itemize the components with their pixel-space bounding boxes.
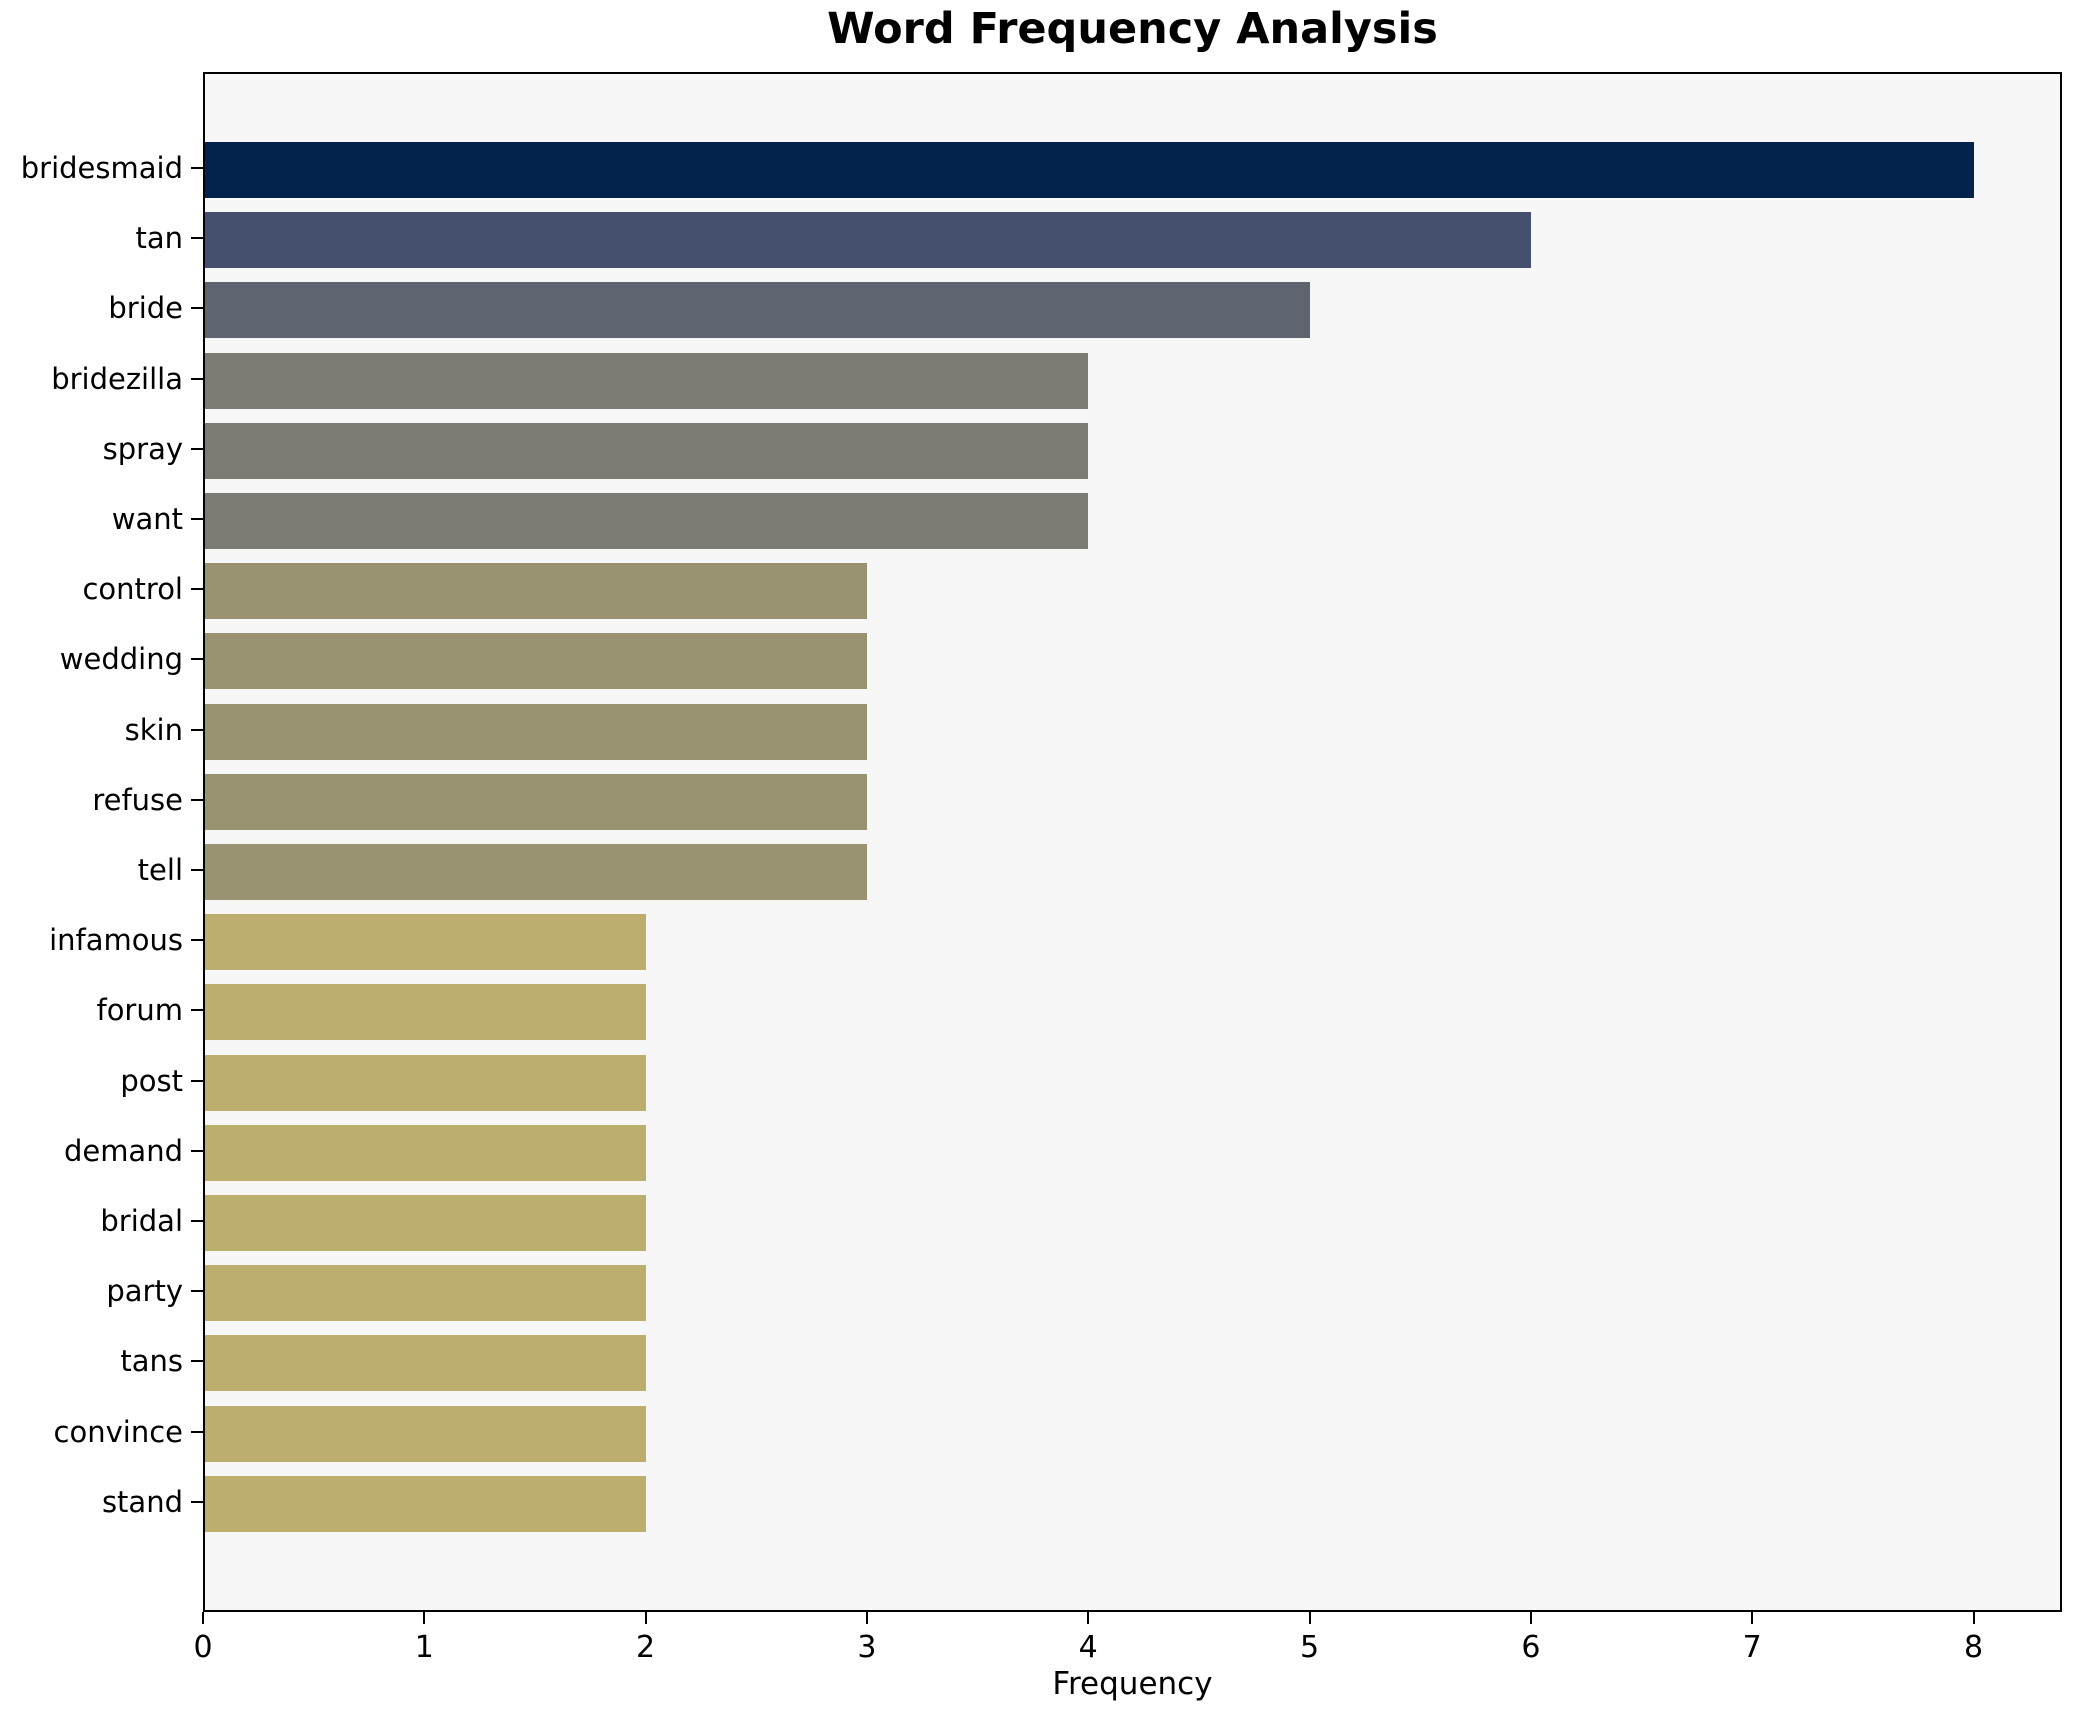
y-tick-mark [191, 518, 203, 520]
y-tick-mark [191, 1079, 203, 1082]
y-tick-mark [191, 1360, 203, 1363]
y-tick-label-bride: bride [108, 291, 183, 326]
x-tick-mark [423, 1612, 426, 1624]
y-tick-label-skin: skin [124, 712, 183, 747]
x-tick-label-3: 3 [857, 1630, 877, 1665]
y-tick-mark [191, 1220, 203, 1222]
y-tick-label-tans: tans [120, 1344, 183, 1379]
x-tick-mark [644, 1612, 647, 1624]
y-tick-mark [191, 237, 203, 240]
y-tick-label-bridesmaid: bridesmaid [20, 151, 183, 185]
y-tick-label-refuse: refuse [92, 782, 183, 817]
bar-post [205, 1054, 646, 1111]
bar-spray [205, 422, 1089, 479]
y-tick-mark [191, 167, 203, 169]
y-tick-mark [191, 1009, 203, 1012]
bar-tan [205, 212, 1531, 269]
y-tick-label-control: control [82, 572, 183, 607]
y-tick-mark [191, 1430, 203, 1433]
y-tick-mark [191, 798, 203, 801]
bar-tans [205, 1335, 646, 1392]
x-tick-label-4: 4 [1078, 1630, 1098, 1665]
y-tick-mark [191, 447, 203, 450]
y-tick-label-convince: convince [53, 1414, 183, 1449]
x-tick-mark [1751, 1612, 1754, 1624]
bar-convince [205, 1405, 646, 1462]
chart-title: Word Frequency Analysis [827, 4, 1438, 54]
bar-skin [205, 703, 867, 760]
y-tick-label-tan: tan [135, 221, 183, 256]
x-axis-label: Frequency [1052, 1666, 1213, 1702]
bar-tell [205, 844, 867, 900]
y-tick-mark [191, 658, 203, 661]
x-tick-label-6: 6 [1521, 1630, 1541, 1665]
y-tick-label-party: party [106, 1274, 183, 1309]
x-tick-mark [1972, 1612, 1975, 1624]
y-tick-label-post: post [120, 1063, 183, 1098]
y-tick-mark [191, 588, 203, 591]
x-tick-mark [202, 1612, 204, 1624]
bar-forum [205, 984, 646, 1041]
y-tick-mark [191, 1500, 203, 1503]
bar-bridal [205, 1195, 646, 1251]
x-tick-mark [1308, 1612, 1311, 1624]
y-tick-label-tell: tell [137, 853, 183, 887]
x-tick-label-8: 8 [1963, 1630, 1984, 1665]
y-tick-label-demand: demand [63, 1133, 183, 1168]
bar-party [205, 1265, 646, 1322]
bar-stand [205, 1475, 646, 1532]
x-tick-mark [1529, 1612, 1532, 1624]
x-tick-label-1: 1 [414, 1630, 434, 1665]
y-tick-mark [191, 939, 203, 942]
y-tick-label-bridezilla: bridezilla [51, 361, 183, 396]
bar-infamous [205, 914, 646, 971]
y-tick-label-bridal: bridal [100, 1204, 183, 1238]
y-tick-mark [191, 307, 203, 310]
y-tick-label-want: want [111, 502, 183, 536]
y-tick-mark [191, 377, 203, 380]
y-tick-label-forum: forum [96, 993, 183, 1028]
y-tick-mark [191, 1149, 203, 1152]
bar-want [205, 493, 1089, 549]
y-tick-label-spray: spray [102, 431, 183, 466]
plot-area [203, 72, 2062, 1612]
x-tick-label-0: 0 [193, 1630, 213, 1665]
x-tick-label-7: 7 [1742, 1630, 1762, 1665]
y-tick-label-infamous: infamous [49, 923, 183, 958]
bar-refuse [205, 773, 867, 830]
y-tick-label-wedding: wedding [59, 642, 183, 677]
y-tick-mark [191, 869, 203, 871]
bar-bridesmaid [205, 142, 1974, 198]
bar-bride [205, 282, 1310, 339]
bar-demand [205, 1124, 646, 1181]
bar-wedding [205, 633, 867, 690]
bar-bridezilla [205, 352, 1089, 409]
bar-control [205, 563, 867, 620]
y-tick-mark [191, 728, 203, 731]
y-tick-mark [191, 1290, 203, 1293]
y-tick-label-stand: stand [101, 1484, 183, 1519]
x-tick-label-2: 2 [636, 1630, 656, 1665]
x-tick-mark [865, 1612, 868, 1624]
x-tick-label-5: 5 [1299, 1630, 1320, 1665]
x-tick-mark [1087, 1612, 1090, 1624]
